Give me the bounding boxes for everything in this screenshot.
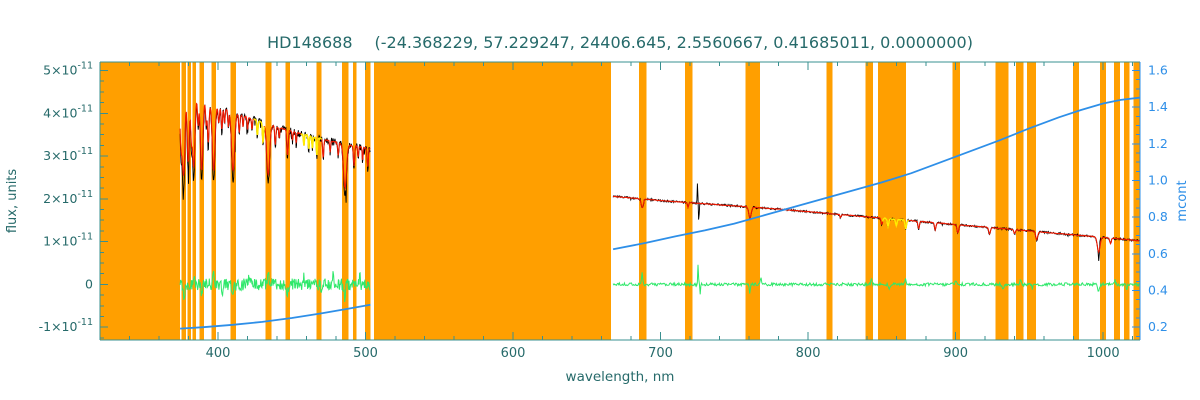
y-right-tick-label: 0.4 <box>1148 283 1168 298</box>
plot-title: HD148688 (-24.368229, 57.229247, 24406.64… <box>100 33 1140 52</box>
masked-band <box>865 62 873 340</box>
y-left-tick-label: 5×10-11 <box>43 61 93 78</box>
x-tick-label: 1000 <box>1087 346 1120 361</box>
masked-band <box>1123 62 1130 340</box>
masked-band <box>1016 62 1024 340</box>
y-right-tick-label: 1.6 <box>1148 63 1168 78</box>
y-right-tick-label: 1.4 <box>1148 99 1168 114</box>
masked-band <box>1027 62 1036 340</box>
masked-band <box>952 62 961 340</box>
y-left-tick-label: 1×10-11 <box>43 232 93 249</box>
y-axis-left-label: flux, units <box>5 169 20 234</box>
masked-band <box>684 62 693 340</box>
masked-band <box>192 62 197 340</box>
mcont-curve <box>180 96 1140 330</box>
model-fit-curve <box>612 195 1140 254</box>
masked-band <box>211 62 217 340</box>
x-axis-label: wavelength, nm <box>566 369 675 385</box>
plot-title-star: HD148688 <box>267 33 353 52</box>
masked-band <box>100 62 180 340</box>
masked-band <box>1072 62 1079 340</box>
masked-band <box>639 62 647 340</box>
interpolated-fit-curve <box>881 217 910 230</box>
x-tick-label: 600 <box>501 346 526 361</box>
y-left-tick-label: -1×10-11 <box>39 317 93 334</box>
masked-band <box>316 62 322 340</box>
y-right-tick-label: 0.8 <box>1148 209 1168 224</box>
masked-band <box>374 62 611 340</box>
masked-band <box>1114 62 1121 340</box>
masked-band <box>995 62 1009 340</box>
x-tick-label: 400 <box>206 346 231 361</box>
masked-band <box>199 62 205 340</box>
masked-band <box>181 62 186 340</box>
residual-curve-line <box>179 270 371 303</box>
observed-spectrum-curve <box>179 104 371 203</box>
model-interpolated <box>253 118 910 230</box>
axes: 400 500 600 700 800 900 1000 5×10-11 4×10-11 3×10… <box>5 61 1190 385</box>
masked-band <box>265 62 272 340</box>
masked-band <box>230 62 236 340</box>
y-left-tick-label: 4×10-11 <box>43 103 93 120</box>
model-fit-curve <box>179 102 371 191</box>
y-right-tick-label: 0.2 <box>1148 319 1168 334</box>
plot-title-params: (-24.368229, 57.229247, 24406.645, 2.556… <box>374 33 973 52</box>
mcont-curve-line <box>180 303 371 330</box>
masked-band <box>352 62 357 340</box>
masked-band <box>878 62 907 340</box>
masked-band <box>826 62 833 340</box>
masked-band <box>745 62 761 340</box>
x-tick-label: 500 <box>353 346 378 361</box>
residual-curve-line <box>612 264 1140 295</box>
y-right-tick-label: 1.0 <box>1148 173 1168 188</box>
residual-curve <box>179 264 1140 303</box>
x-tick-label: 900 <box>943 346 968 361</box>
interpolated-fit-curve <box>253 118 265 145</box>
y-right-tick-label: 1.2 <box>1148 136 1168 151</box>
model-fit <box>179 102 1140 254</box>
masked-band <box>1100 62 1107 340</box>
y-right-tick-label: 0.6 <box>1148 246 1168 261</box>
y-axis-right-label: mcont <box>1175 180 1190 221</box>
x-tick-label: 800 <box>796 346 821 361</box>
interpolated-fit-curve <box>300 133 323 155</box>
y-left-tick-label: 3×10-11 <box>43 146 93 163</box>
masked-band <box>187 62 191 340</box>
masked-band <box>1133 62 1140 340</box>
masked-regions <box>100 62 1140 340</box>
masked-band <box>341 62 349 340</box>
y-left-tick-label: 2×10-11 <box>43 189 93 206</box>
x-tick-label: 700 <box>648 346 673 361</box>
masked-band <box>285 62 290 340</box>
masked-band <box>365 62 371 340</box>
mcont-curve-line <box>612 96 1140 251</box>
y-left-tick-label: 0 <box>85 276 93 291</box>
